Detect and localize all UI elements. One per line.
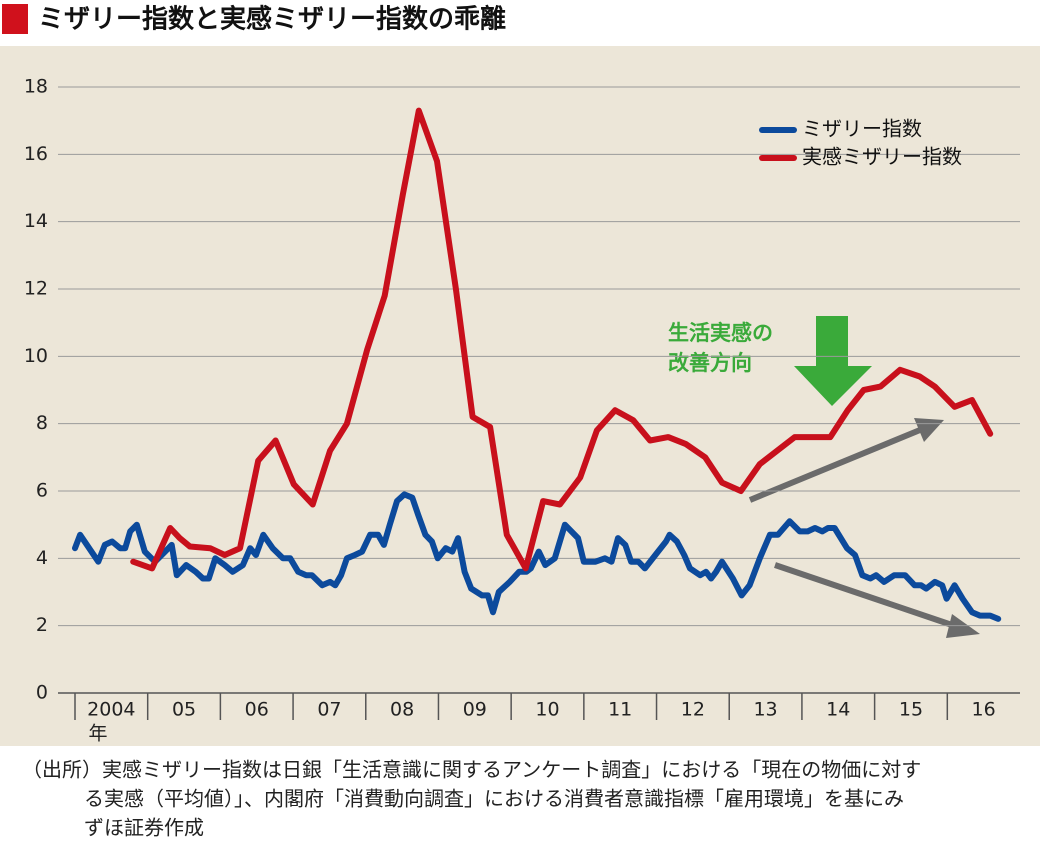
chart-title: ミザリー指数と実感ミザリー指数の乖離	[38, 4, 506, 35]
y-tick-label: 8	[36, 412, 48, 434]
green-arrow	[794, 316, 872, 406]
trend-arrow	[748, 427, 922, 503]
y-tick-label: 16	[24, 143, 48, 165]
series-line	[72, 491, 1002, 622]
x-tick-label: 2004	[87, 699, 135, 721]
x-tick-label: 15	[899, 699, 923, 721]
x-tick-label: 07	[317, 699, 341, 721]
annotation: 改善方向	[668, 351, 752, 375]
annotation: 生活実感の	[668, 321, 773, 345]
trend-arrow	[774, 562, 956, 629]
source-note: （出所）実感ミザリー指数は日銀「生活意識に関するアンケート調査」における「現在の…	[22, 758, 921, 782]
legend-label: ミザリー指数	[802, 117, 922, 141]
legend-label: 実感ミザリー指数	[802, 145, 962, 169]
x-unit: 年	[88, 723, 107, 745]
x-tick-label: 11	[608, 699, 632, 721]
y-tick-label: 0	[36, 682, 48, 704]
source-note: ずほ証券作成	[84, 816, 204, 840]
x-tick-label: 12	[681, 699, 705, 721]
y-tick-label: 10	[24, 345, 48, 367]
x-tick-label: 16	[972, 699, 996, 721]
y-tick-label: 14	[24, 210, 48, 232]
plot-background	[0, 46, 1040, 746]
series-line	[130, 107, 994, 572]
y-tick-label: 2	[36, 614, 48, 636]
x-tick-label: 14	[826, 699, 850, 721]
x-tick-label: 06	[245, 699, 269, 721]
x-tick-label: 08	[390, 699, 414, 721]
y-tick-label: 18	[24, 76, 48, 98]
x-tick-label: 10	[535, 699, 559, 721]
title-marker	[2, 4, 28, 34]
x-tick-label: 09	[463, 699, 487, 721]
y-tick-label: 12	[24, 278, 48, 300]
x-tick-label: 05	[172, 699, 196, 721]
x-tick-label: 13	[753, 699, 777, 721]
source-note: る実感（平均値）」、内閣府「消費動向調査」における消費者意識指標「雇用環境」を基…	[84, 787, 904, 811]
y-tick-label: 6	[36, 480, 48, 502]
y-tick-label: 4	[36, 547, 48, 569]
